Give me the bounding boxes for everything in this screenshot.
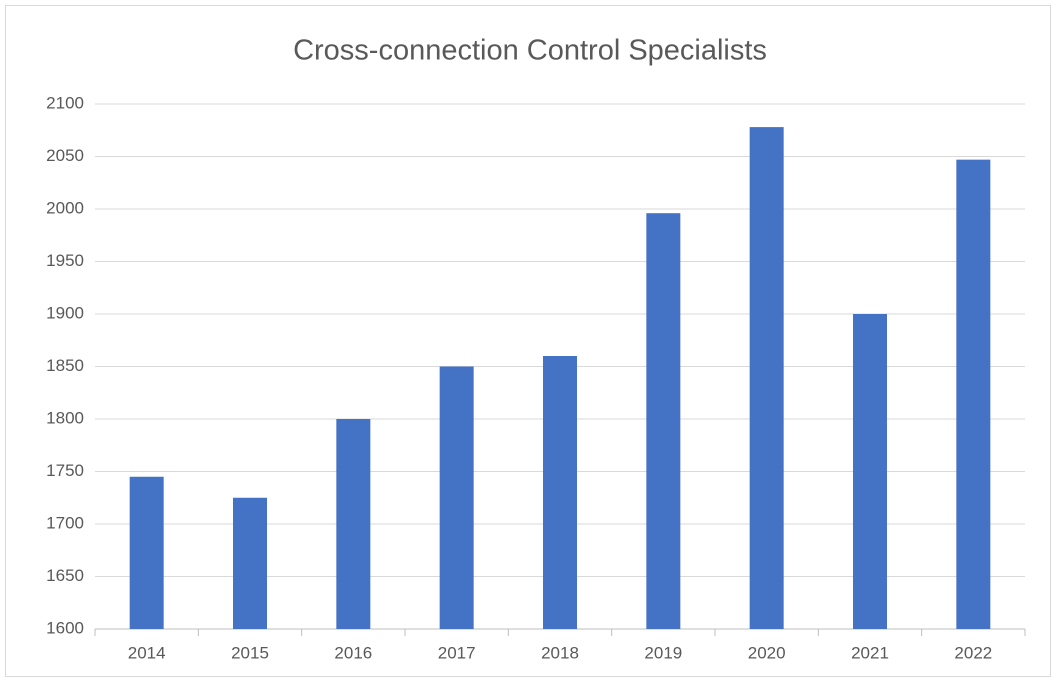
x-tick-label: 2018 bbox=[541, 643, 579, 662]
y-tick-label: 1950 bbox=[46, 251, 84, 270]
y-tick-label: 1850 bbox=[46, 356, 84, 375]
y-tick-label: 2100 bbox=[46, 93, 84, 112]
x-tick-label: 2019 bbox=[644, 643, 682, 662]
bar bbox=[543, 356, 577, 629]
x-tick-label: 2014 bbox=[128, 643, 166, 662]
x-tick-label: 2016 bbox=[334, 643, 372, 662]
y-tick-label: 1800 bbox=[46, 408, 84, 427]
bar bbox=[129, 476, 164, 629]
y-tick-label: 2050 bbox=[46, 146, 84, 165]
bar bbox=[646, 213, 681, 629]
bar bbox=[853, 314, 887, 629]
x-tick-label: 2022 bbox=[954, 643, 992, 662]
y-tick-label: 1750 bbox=[46, 461, 84, 480]
bar bbox=[956, 159, 991, 629]
bar bbox=[439, 366, 474, 629]
x-tick-label: 2020 bbox=[748, 643, 786, 662]
x-tick-label: 2015 bbox=[231, 643, 269, 662]
y-tick-label: 1600 bbox=[46, 618, 84, 637]
chart-title: Cross-connection Control Specialists bbox=[293, 35, 767, 67]
x-tick-label: 2021 bbox=[851, 643, 889, 662]
y-tick-label: 2000 bbox=[46, 198, 84, 217]
bar bbox=[233, 497, 267, 629]
x-tick-label: 2017 bbox=[438, 643, 476, 662]
y-tick-label: 1900 bbox=[46, 303, 84, 322]
y-tick-label: 1700 bbox=[46, 513, 84, 532]
bar bbox=[749, 127, 784, 629]
bar bbox=[336, 419, 371, 629]
y-tick-label: 1650 bbox=[46, 566, 84, 585]
